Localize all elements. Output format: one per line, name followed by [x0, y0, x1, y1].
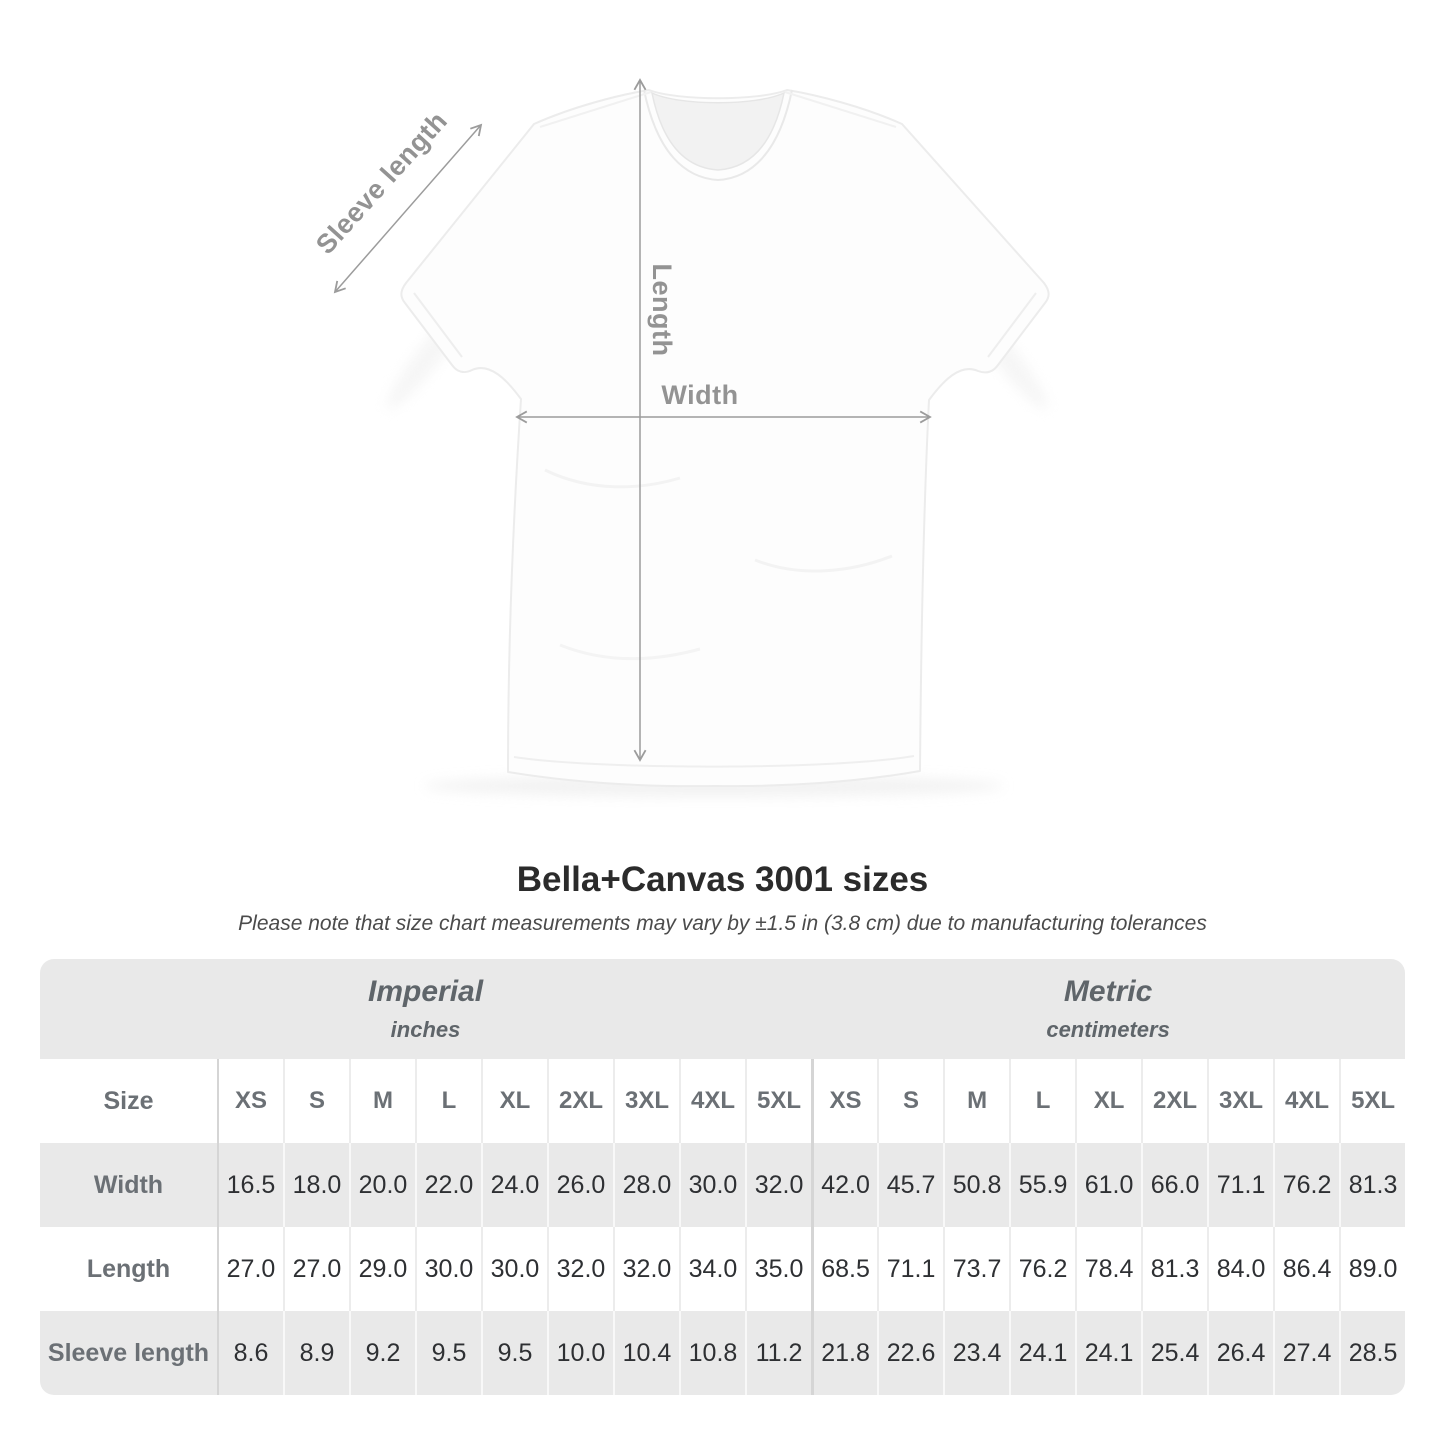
row-label: Length	[40, 1227, 217, 1311]
measurement-value-cell: 26.0	[547, 1143, 613, 1227]
measurement-value-cell: 30.0	[679, 1143, 745, 1227]
measurement-value-cell: 24.0	[481, 1143, 547, 1227]
measurement-value-cell: 10.0	[547, 1311, 613, 1395]
size-column-header: 2XL	[547, 1059, 613, 1143]
measurement-value-cell: 22.0	[415, 1143, 481, 1227]
size-column-header: XL	[481, 1059, 547, 1143]
measurement-value-cell: 9.2	[349, 1311, 415, 1395]
sleeve-length-label: Sleeve length	[310, 106, 453, 260]
size-column-header: M	[943, 1059, 1010, 1143]
size-column-header: XL	[1075, 1059, 1142, 1143]
sleeve-length-arrow	[333, 123, 483, 294]
size-column-header: S	[283, 1059, 349, 1143]
measurement-value-cell: 24.1	[1075, 1311, 1142, 1395]
measurement-value-cell: 29.0	[349, 1227, 415, 1311]
width-label: Width	[661, 380, 738, 410]
tshirt-body	[400, 89, 1050, 788]
measurement-value-cell: 16.5	[217, 1143, 283, 1227]
measurement-value-cell: 20.0	[349, 1143, 415, 1227]
size-column-header: 5XL	[745, 1059, 812, 1143]
measurement-value-cell: 55.9	[1009, 1143, 1076, 1227]
measurement-value-cell: 27.4	[1273, 1311, 1340, 1395]
measurement-row: Width 16.5 18.0 20.0 22.0 24.0 26.0 28.0 30.0 32.…	[40, 1143, 1405, 1227]
measurement-value-cell: 27.0	[283, 1227, 349, 1311]
measurement-value-cell: 81.3	[1141, 1227, 1208, 1311]
measurement-value-cell: 23.4	[943, 1311, 1010, 1395]
measurement-value-cell: 30.0	[415, 1227, 481, 1311]
measurement-value-cell: 9.5	[415, 1311, 481, 1395]
imperial-header: Imperial inches	[40, 959, 812, 1059]
row-label: Sleeve length	[40, 1311, 217, 1395]
measurement-value-cell: 24.1	[1009, 1311, 1076, 1395]
measurement-value-cell: 18.0	[283, 1143, 349, 1227]
measurement-value-cell: 30.0	[481, 1227, 547, 1311]
imperial-unit: inches	[390, 1017, 461, 1042]
measurement-value-cell: 8.6	[217, 1311, 283, 1395]
measurement-value-cell: 22.6	[877, 1311, 944, 1395]
page-title: Bella+Canvas 3001 sizes	[516, 860, 929, 899]
collar	[650, 91, 786, 171]
size-column-header: L	[1009, 1059, 1076, 1143]
measurement-value-cell: 35.0	[745, 1227, 812, 1311]
measurement-value-cell: 42.0	[811, 1143, 878, 1227]
size-column-header: 4XL	[1273, 1059, 1340, 1143]
measurement-value-cell: 32.0	[613, 1227, 679, 1311]
measurement-value-cell: 11.2	[745, 1311, 812, 1395]
measurement-value-cell: 71.1	[877, 1227, 944, 1311]
measurement-value-cell: 81.3	[1339, 1143, 1405, 1227]
measurement-row: Length 27.0 27.0 29.0 30.0 30.0 32.0 32.0 34.0 35…	[40, 1227, 1405, 1311]
size-table: Imperial inches Metric centimeters Size …	[40, 959, 1405, 1395]
metric-unit: centimeters	[1046, 1017, 1170, 1042]
measurement-value-cell: 84.0	[1207, 1227, 1274, 1311]
size-corner-header: Size	[40, 1059, 217, 1143]
metric-label: Metric	[1063, 975, 1153, 1008]
size-column-header: XS	[217, 1059, 283, 1143]
tshirt-illustration: Sleeve length Length Width	[310, 78, 1050, 797]
measurement-value-cell: 26.4	[1207, 1311, 1274, 1395]
measurement-value-cell: 8.9	[283, 1311, 349, 1395]
measurement-value-cell: 25.4	[1141, 1311, 1208, 1395]
measurement-value-cell: 76.2	[1273, 1143, 1340, 1227]
measurement-value-cell: 27.0	[217, 1227, 283, 1311]
size-column-header: XS	[811, 1059, 878, 1143]
tolerance-note: Please note that size chart measurements…	[238, 912, 1207, 935]
measurement-value-cell: 32.0	[745, 1143, 812, 1227]
size-column-header: 3XL	[1207, 1059, 1274, 1143]
measurement-value-cell: 76.2	[1009, 1227, 1076, 1311]
size-column-header: 5XL	[1339, 1059, 1405, 1143]
measurement-value-cell: 86.4	[1273, 1227, 1340, 1311]
size-column-header: 2XL	[1141, 1059, 1208, 1143]
measurement-value-cell: 61.0	[1075, 1143, 1142, 1227]
row-label: Width	[40, 1143, 217, 1227]
measurement-row: Sleeve length 8.6 8.9 9.2 9.5 9.5 10.0 10.4 10.8…	[40, 1311, 1405, 1395]
measurement-value-cell: 45.7	[877, 1143, 944, 1227]
metric-header: Metric centimeters	[811, 959, 1405, 1059]
size-column-header: L	[415, 1059, 481, 1143]
measurement-value-cell: 50.8	[943, 1143, 1010, 1227]
measurement-value-cell: 28.0	[613, 1143, 679, 1227]
measurement-value-cell: 71.1	[1207, 1143, 1274, 1227]
measurement-value-cell: 68.5	[811, 1227, 878, 1311]
length-label: Length	[647, 264, 677, 357]
measurement-value-cell: 10.8	[679, 1311, 745, 1395]
size-column-header: 3XL	[613, 1059, 679, 1143]
measurement-value-cell: 89.0	[1339, 1227, 1405, 1311]
size-header-row: Size XS S M L XL 2XL 3XL 4XL 5XL XS S M L XL 2XL 3XL 4XL…	[40, 1059, 1405, 1143]
measurement-value-cell: 34.0	[679, 1227, 745, 1311]
measurement-value-cell: 21.8	[811, 1311, 878, 1395]
measurement-value-cell: 10.4	[613, 1311, 679, 1395]
size-column-header: 4XL	[679, 1059, 745, 1143]
measurement-value-cell: 9.5	[481, 1311, 547, 1395]
measurement-value-cell: 28.5	[1339, 1311, 1405, 1395]
measurement-value-cell: 32.0	[547, 1227, 613, 1311]
measurement-value-cell: 66.0	[1141, 1143, 1208, 1227]
imperial-label: Imperial	[368, 975, 484, 1008]
measurement-value-cell: 73.7	[943, 1227, 1010, 1311]
size-column-header: S	[877, 1059, 944, 1143]
unit-system-header-row: Imperial inches Metric centimeters	[40, 959, 1405, 1059]
tshirt-measurement-diagram: Sleeve length Length Width	[310, 78, 1050, 797]
measurement-value-cell: 78.4	[1075, 1227, 1142, 1311]
size-column-header: M	[349, 1059, 415, 1143]
